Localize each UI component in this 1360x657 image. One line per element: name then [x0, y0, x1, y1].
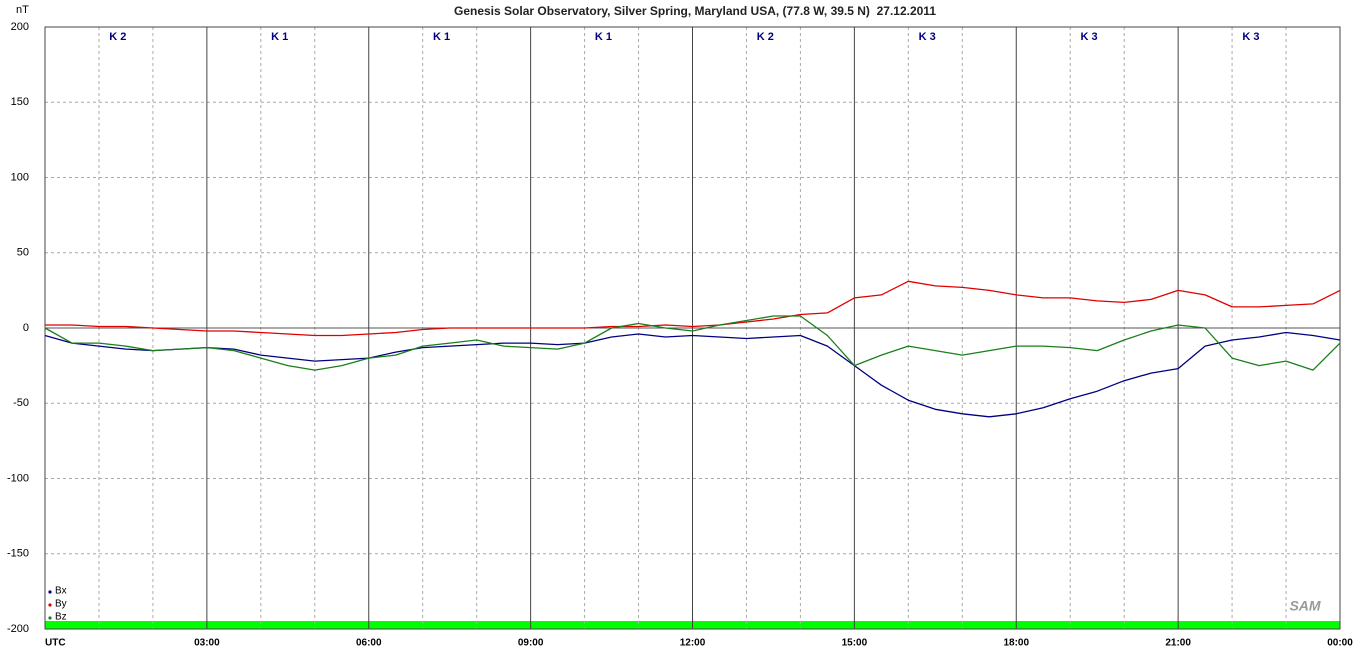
- x-tick-label: 12:00: [680, 638, 706, 649]
- x-tick-label: 15:00: [842, 638, 868, 649]
- x-tick-label: UTC: [45, 638, 66, 649]
- y-axis-label: nT: [16, 4, 29, 16]
- x-tick-label: 06:00: [356, 638, 382, 649]
- k-index-label: K 1: [433, 31, 450, 43]
- k-index-label: K 2: [109, 31, 126, 43]
- legend-marker: [48, 603, 52, 607]
- y-tick-label: -150: [7, 548, 29, 560]
- k-index-label: K 1: [595, 31, 612, 43]
- k-index-label: K 3: [1242, 31, 1259, 43]
- k-index-label: K 3: [919, 31, 936, 43]
- x-tick-label: 21:00: [1165, 638, 1191, 649]
- x-tick-label: 09:00: [518, 638, 544, 649]
- x-tick-label: 18:00: [1003, 638, 1029, 649]
- y-tick-label: 200: [11, 21, 29, 33]
- k-index-label: K 3: [1081, 31, 1098, 43]
- legend-marker: [48, 616, 52, 620]
- y-tick-label: -100: [7, 472, 29, 484]
- series-line: [45, 280, 1341, 337]
- legend-label: Bx: [55, 586, 67, 597]
- chart-title: Genesis Solar Observatory, Silver Spring…: [454, 4, 936, 18]
- y-tick-label: -50: [13, 397, 29, 409]
- logo: SAM: [1289, 598, 1320, 614]
- y-tick-label: 0: [23, 322, 29, 334]
- k-index-label: K 2: [757, 31, 774, 43]
- y-tick-label: -200: [7, 623, 29, 635]
- y-tick-label: 100: [11, 171, 29, 183]
- x-tick-label: 03:00: [194, 638, 220, 649]
- legend-label: Bz: [55, 612, 67, 623]
- y-tick-label: 150: [11, 96, 29, 108]
- series-line: [44, 315, 1341, 371]
- y-tick-label: 50: [17, 247, 29, 259]
- series-line: [44, 331, 1341, 418]
- k-index-label: K 1: [271, 31, 288, 43]
- legend-marker: [48, 590, 52, 594]
- x-tick-label: 00:00: [1327, 638, 1353, 649]
- legend-label: By: [55, 599, 67, 610]
